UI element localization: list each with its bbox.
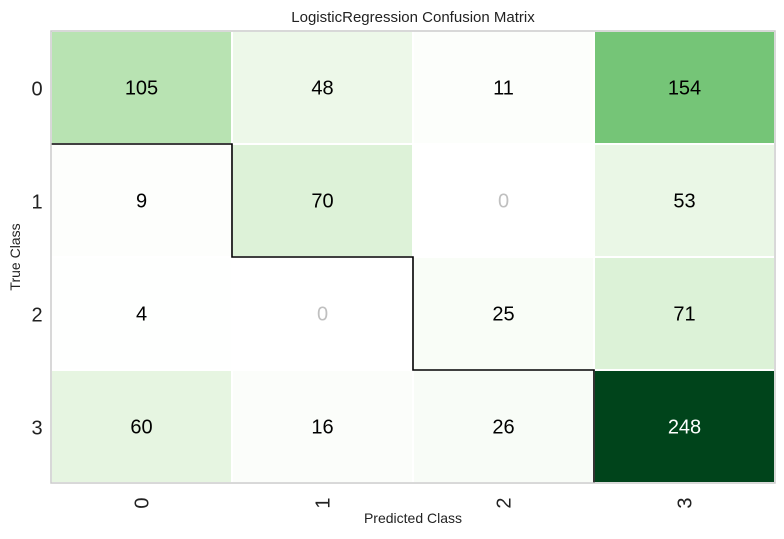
cell-value-r1-c0: 9 <box>136 191 147 213</box>
cell-value-r3-c0: 60 <box>130 417 152 439</box>
heatmap-cell-r0-c0 <box>50 30 233 145</box>
cell-value-r0-c0: 105 <box>125 78 158 100</box>
x-tick-label-3: 3 <box>675 497 697 508</box>
cell-value-r0-c1: 48 <box>311 78 333 100</box>
plot-frame <box>50 30 776 484</box>
y-tick-label-0: 0 <box>31 79 42 101</box>
cell-value-r0-c3: 154 <box>668 78 701 100</box>
heatmap-cell-r3-c2 <box>412 369 595 484</box>
x-tick-labels: 0 1 2 3 <box>132 497 697 508</box>
cell-value-r1-c3: 53 <box>673 191 695 213</box>
cell-value-r2-c3: 71 <box>673 304 695 326</box>
cell-value-r3-c2: 26 <box>492 417 514 439</box>
cell-value-r1-c2: 0 <box>498 191 509 213</box>
cell-value-r3-c1: 16 <box>311 417 333 439</box>
cell-value-r0-c2: 11 <box>493 78 514 100</box>
cell-value-labels: 105 48 11 154 9 70 0 53 4 0 25 71 60 16 26 248 <box>125 78 701 439</box>
x-tick-label-1: 1 <box>313 497 335 508</box>
cell-value-r1-c1: 70 <box>311 191 333 213</box>
diagonal-outline <box>51 143 595 483</box>
y-tick-label-1: 1 <box>31 192 42 214</box>
y-axis-label: True Class <box>7 223 23 290</box>
x-tick-label-2: 2 <box>494 497 516 508</box>
y-tick-label-2: 2 <box>31 305 42 327</box>
cell-value-r2-c0: 4 <box>136 304 147 326</box>
heatmap-cell-r3-c0 <box>50 369 233 484</box>
heatmap-cell-r1-c2 <box>412 143 595 258</box>
x-tick-label-0: 0 <box>132 497 154 508</box>
heatmap-cell-r3-c1 <box>231 369 414 484</box>
cell-value-r3-c3: 248 <box>668 417 701 439</box>
heatmap-cells <box>50 30 776 484</box>
heatmap-cell-r3-c3 <box>593 369 776 484</box>
heatmap-cell-r0-c2 <box>412 30 595 145</box>
x-axis-label: Predicted Class <box>364 510 462 526</box>
heatmap-cell-r2-c3 <box>593 256 776 371</box>
heatmap-cell-r1-c3 <box>593 143 776 258</box>
chart-title: LogisticRegression Confusion Matrix <box>291 9 535 26</box>
cell-value-r2-c2: 25 <box>492 304 514 326</box>
y-tick-labels: 0 1 2 3 <box>31 79 42 440</box>
cell-value-r2-c1: 0 <box>317 304 328 326</box>
y-tick-label-3: 3 <box>31 418 42 440</box>
